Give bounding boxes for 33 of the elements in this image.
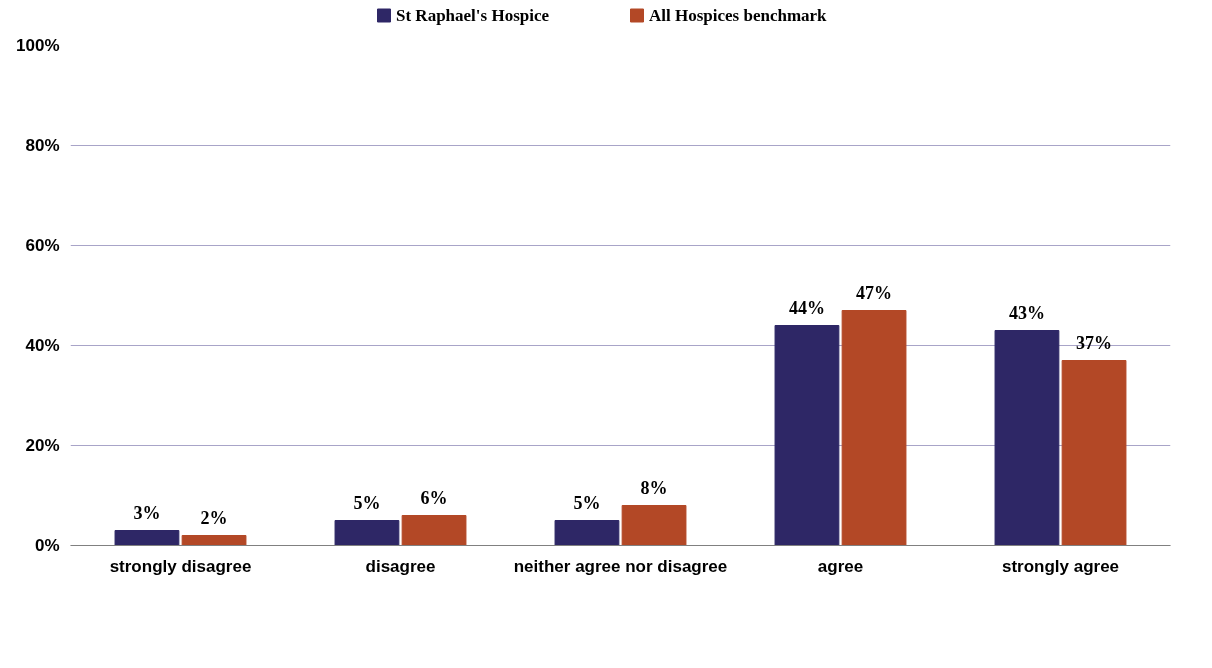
data-label: 37% — [1076, 332, 1113, 353]
data-label: 5% — [353, 492, 381, 513]
x-tick-label: disagree — [365, 556, 436, 576]
bar — [774, 325, 840, 546]
data-label: 44% — [788, 297, 825, 318]
y-tick-label: 40% — [25, 336, 60, 355]
legend-label: St Raphael's Hospice — [396, 6, 550, 25]
x-tick-label: strongly disagree — [109, 556, 252, 576]
x-tick-label: agree — [817, 556, 864, 576]
bar — [1061, 360, 1127, 546]
data-label: 43% — [1008, 302, 1045, 323]
x-tick-label: neither agree nor disagree — [513, 556, 728, 576]
y-tick-label: 20% — [25, 436, 60, 455]
bar — [401, 515, 467, 546]
bar — [994, 330, 1060, 546]
bar — [841, 310, 907, 546]
data-label: 3% — [133, 502, 161, 523]
legend-label: All Hospices benchmark — [649, 6, 828, 25]
y-tick-label: 60% — [25, 236, 60, 255]
bar — [114, 530, 180, 546]
y-tick-label: 0% — [34, 536, 60, 555]
data-label: 5% — [573, 492, 601, 513]
data-label: 2% — [200, 507, 228, 528]
y-tick-label: 100% — [16, 36, 60, 55]
x-tick-label: strongly agree — [1001, 556, 1120, 576]
bar — [621, 505, 687, 546]
bar — [334, 520, 400, 546]
bar — [181, 535, 247, 546]
y-tick-label: 80% — [25, 136, 60, 155]
data-label: 6% — [420, 487, 448, 508]
data-label: 47% — [856, 282, 893, 303]
bar — [554, 520, 620, 546]
data-label: 8% — [640, 477, 668, 498]
